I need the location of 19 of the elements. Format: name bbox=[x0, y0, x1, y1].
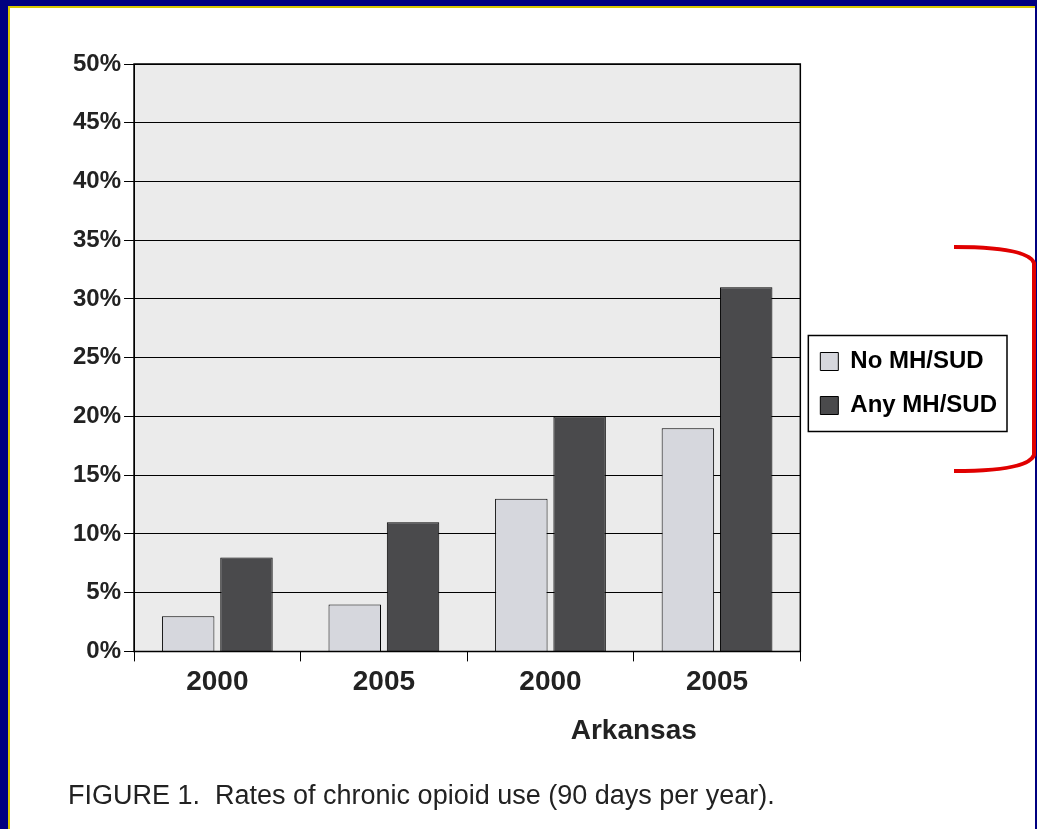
y-tick-label: 35% bbox=[72, 224, 122, 252]
y-tick-label: 5% bbox=[86, 577, 122, 605]
x-tick-label: 2005 bbox=[685, 664, 749, 696]
legend-label: Any MH/SUD bbox=[850, 390, 997, 418]
y-tick-label: 25% bbox=[72, 342, 122, 370]
x-tick-label: 2005 bbox=[352, 664, 416, 696]
y-tick-label: 40% bbox=[72, 166, 122, 194]
y-tick-label: 0% bbox=[86, 636, 122, 664]
y-tick-label: 15% bbox=[72, 459, 122, 487]
text: Arkansas bbox=[570, 713, 697, 745]
y-tick-label: 30% bbox=[72, 283, 122, 311]
y-tick-label: 20% bbox=[72, 401, 122, 429]
legend-label: No MH/SUD bbox=[850, 346, 984, 374]
y-tick-label: 10% bbox=[72, 518, 122, 546]
y-tick-label: 50% bbox=[72, 48, 122, 76]
y-tick-label: 45% bbox=[72, 107, 122, 135]
x-tick-label: 2000 bbox=[186, 664, 249, 696]
x-tick-label: 2000 bbox=[519, 664, 582, 696]
caption: FIGURE 1. Rates of chronic opioid use (90 days per year). bbox=[68, 780, 775, 811]
